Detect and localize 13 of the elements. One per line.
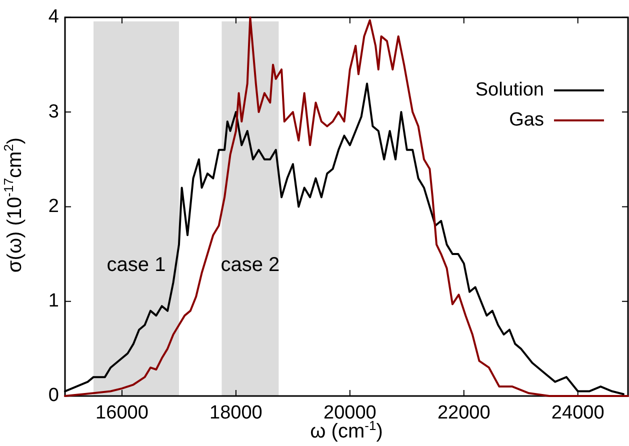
- x-tick-label: 24000: [551, 402, 604, 424]
- x-tick-label: 22000: [437, 402, 490, 424]
- legend-label: Solution: [475, 80, 544, 101]
- legend-label: Gas: [509, 110, 544, 131]
- band-label: case 2: [220, 254, 280, 276]
- y-tick-label: 1: [48, 290, 59, 312]
- band-label: case 1: [106, 254, 166, 276]
- y-tick-label: 4: [48, 6, 60, 28]
- y-tick-label: 2: [48, 196, 59, 217]
- x-tick-label: 16000: [96, 402, 148, 424]
- y-tick-label: 0: [48, 385, 59, 406]
- y-tick-label: 3: [48, 101, 59, 122]
- x-tick-label: 18000: [210, 402, 262, 424]
